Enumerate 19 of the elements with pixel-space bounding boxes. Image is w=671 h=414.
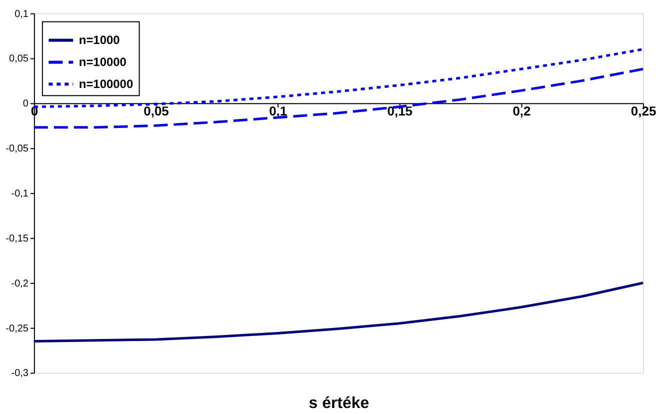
y-tick-label: -0,15 xyxy=(6,233,29,244)
y-tick-label: -0,1 xyxy=(11,188,29,200)
line-series xyxy=(32,282,644,343)
y-tick-label: 0,05 xyxy=(9,54,29,65)
x-axis-title: s értéke xyxy=(308,395,370,412)
y-tick-label: -0,05 xyxy=(6,144,29,155)
legend-label: n=10000 xyxy=(78,55,127,70)
y-tick-label: 0,1 xyxy=(14,8,29,20)
line-series xyxy=(32,48,644,108)
x-tick-label: 0,15 xyxy=(387,104,413,119)
y-tick-label: -0,2 xyxy=(11,278,29,290)
legend-label: n=1000 xyxy=(78,33,120,48)
x-tick-label: 0,1 xyxy=(269,104,288,119)
y-tick-label: -0,25 xyxy=(6,323,29,334)
x-tick-label: 0,25 xyxy=(630,104,656,119)
x-tick-label: 0,05 xyxy=(144,104,169,119)
legend-label: n=100000 xyxy=(78,77,134,92)
x-tick-label: 0,2 xyxy=(512,104,531,119)
y-tick-label: -0,3 xyxy=(11,368,29,380)
